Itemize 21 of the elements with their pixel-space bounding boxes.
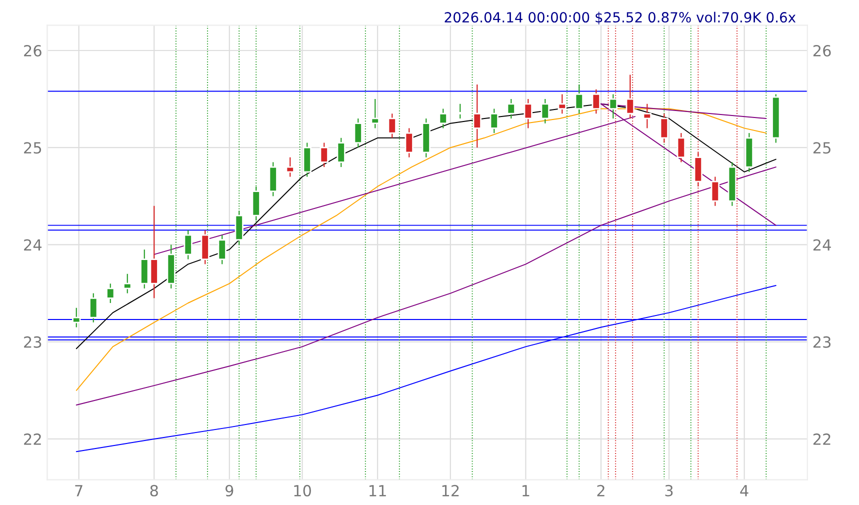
x-tick-label: 9: [226, 484, 234, 496]
x-tick-label: 10: [294, 484, 311, 496]
y-tick-label: 26: [24, 44, 42, 57]
x-tick-label: 7: [75, 485, 82, 496]
x-tick-label: 12: [442, 484, 459, 496]
y-tick-label: 23: [24, 336, 42, 348]
x-tick-label: 8: [150, 484, 158, 496]
x-tick-label: 3: [665, 484, 673, 496]
x-tick-label: 2: [597, 484, 604, 496]
y-tick-label: 22: [24, 433, 41, 445]
y-tick-label: 24: [24, 239, 42, 251]
chart-title: 2026.04.14 00:00:00 $25.52 0.87% vol:70.9K 0.6x: [444, 12, 796, 24]
y2-tick-label: 25: [813, 142, 830, 154]
y2-tick-label: 24: [813, 239, 831, 251]
y2-tick-label: 26: [813, 44, 831, 57]
x-tick-label: 11: [370, 485, 386, 496]
y2-tick-label: 23: [813, 336, 831, 348]
y2-tick-label: 22: [813, 433, 830, 445]
x-tick-label: 4: [740, 485, 748, 496]
y-tick-label: 25: [24, 142, 42, 154]
x-tick-label: 1: [522, 485, 530, 496]
